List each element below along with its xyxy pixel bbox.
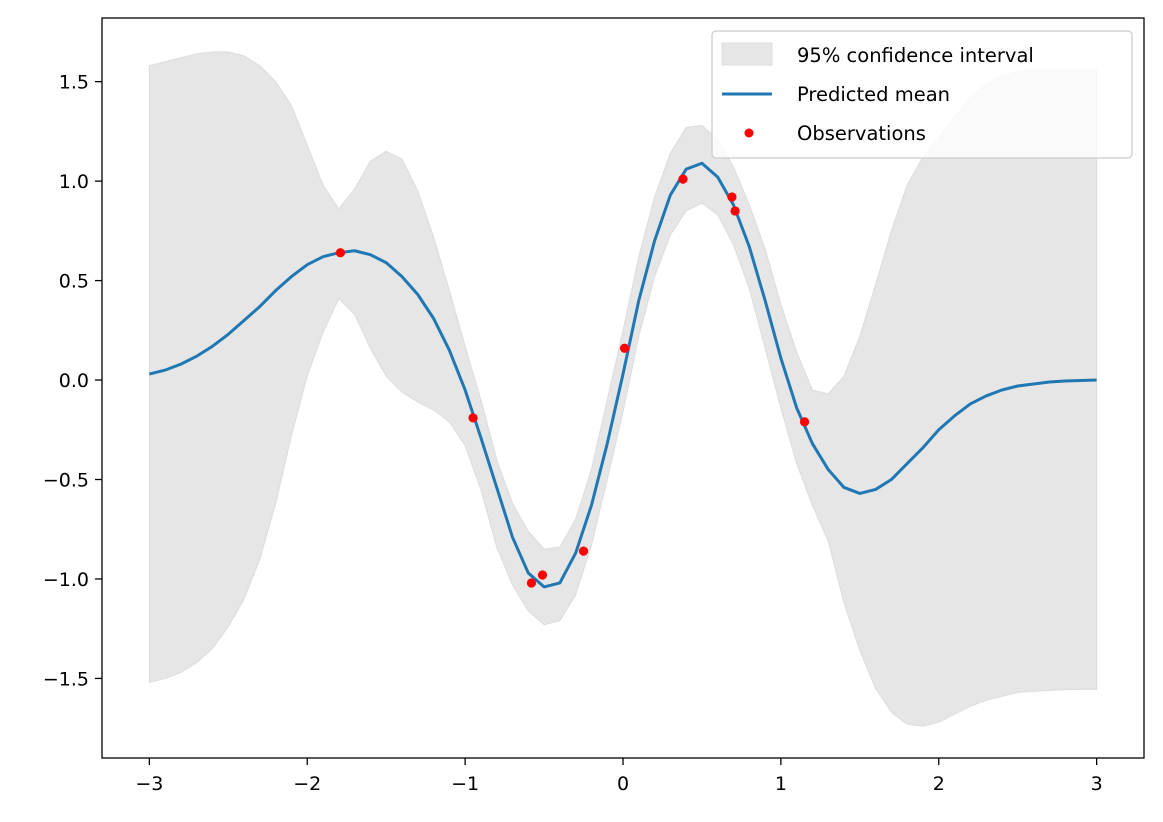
x-tick-label: −1	[451, 773, 479, 795]
observation-point	[678, 174, 688, 184]
observation-point	[537, 570, 548, 580]
observation-layer	[335, 174, 810, 588]
observation-point	[727, 192, 737, 202]
predicted-mean-line	[148, 161, 1097, 589]
legend-frame	[711, 30, 1133, 159]
legend-label-observations: Observations	[797, 122, 926, 145]
observation-point	[468, 413, 478, 423]
x-tick-label: 2	[933, 773, 945, 795]
legend-band-swatch	[721, 42, 773, 66]
x-tick-label: −3	[135, 773, 163, 795]
x-tick-label: 3	[1091, 773, 1103, 795]
y-tick-label: 0.0	[59, 370, 89, 392]
y-axis: −1.5 −1.0 −0.5 0.0 0.5 1.0 1.5	[43, 72, 102, 690]
legend-label-confidence: 95% confidence interval	[797, 44, 1034, 67]
y-tick-label: −1.0	[43, 569, 89, 591]
x-tick-label: 1	[775, 773, 787, 795]
y-tick-label: 1.0	[59, 171, 89, 193]
x-axis: −3 −2 −1 0 1 2 3	[135, 758, 1103, 795]
x-tick-label: 0	[617, 773, 629, 795]
mean-line-layer	[148, 161, 1097, 589]
observation-point	[578, 546, 589, 556]
observation-point	[730, 206, 740, 216]
x-tick-label: −2	[293, 773, 321, 795]
confidence-band	[148, 51, 1098, 727]
observation-point	[526, 578, 537, 588]
confidence-band-layer	[148, 51, 1098, 727]
legend-observation-marker	[744, 128, 754, 138]
y-tick-label: −1.5	[43, 668, 89, 690]
observation-point	[799, 417, 810, 427]
legend: 95% confidence interval Predicted mean O…	[711, 30, 1133, 159]
y-tick-label: 1.5	[59, 72, 89, 94]
y-tick-label: 0.5	[59, 271, 89, 293]
legend-label-mean: Predicted mean	[797, 83, 950, 106]
observation-point	[335, 248, 345, 258]
y-tick-label: −0.5	[43, 470, 89, 492]
observation-point	[619, 343, 630, 353]
